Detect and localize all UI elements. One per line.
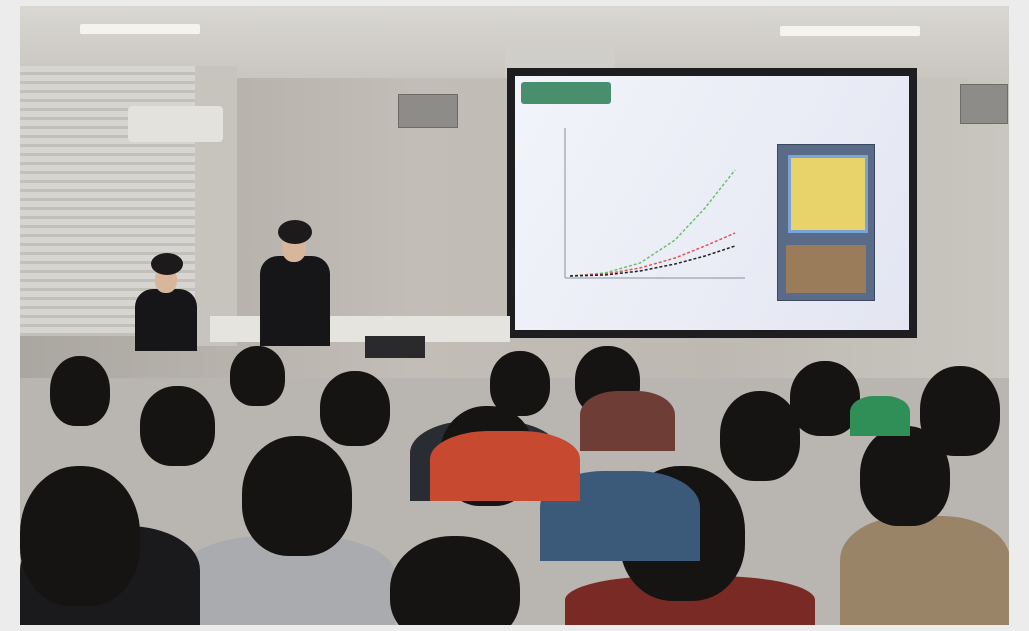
audience-head [242, 436, 352, 556]
audience-head [140, 386, 215, 466]
audience-head [20, 466, 140, 606]
slide-header [521, 82, 611, 104]
projection-screen [507, 68, 917, 338]
audience-member-green [850, 396, 910, 436]
audience-member [580, 391, 675, 451]
presenter-suit [135, 289, 197, 351]
audience-head [790, 361, 860, 436]
wall-speaker [398, 94, 458, 128]
plot-series-black [569, 245, 736, 277]
presenter-standing [135, 251, 197, 351]
air-conditioner [128, 106, 223, 142]
presentation-slide [515, 76, 909, 330]
audience-head [920, 366, 1000, 456]
chip-core [788, 155, 868, 233]
laptop [365, 336, 425, 358]
audience-member-orange [430, 431, 580, 501]
ceiling-light [80, 24, 200, 34]
chip-diagram [777, 144, 875, 301]
presenter-speaking [260, 216, 330, 346]
wall-speaker [960, 84, 1008, 124]
audience-head [720, 391, 800, 481]
audience [20, 326, 1009, 625]
lecture-photo [20, 6, 1009, 625]
chip-base [786, 245, 866, 293]
audience-head [230, 346, 285, 406]
slide-plot [564, 128, 745, 279]
audience-head [50, 356, 110, 426]
presenter-suit [260, 256, 330, 346]
ceiling-light [780, 26, 920, 36]
presenter-hair [278, 220, 312, 244]
audience-head [490, 351, 550, 416]
audience-member-tan-jacket [840, 516, 1009, 625]
presenter-hair [151, 253, 183, 275]
audience-head [320, 371, 390, 446]
plot-series-green [569, 169, 736, 277]
audience-head [390, 536, 520, 625]
